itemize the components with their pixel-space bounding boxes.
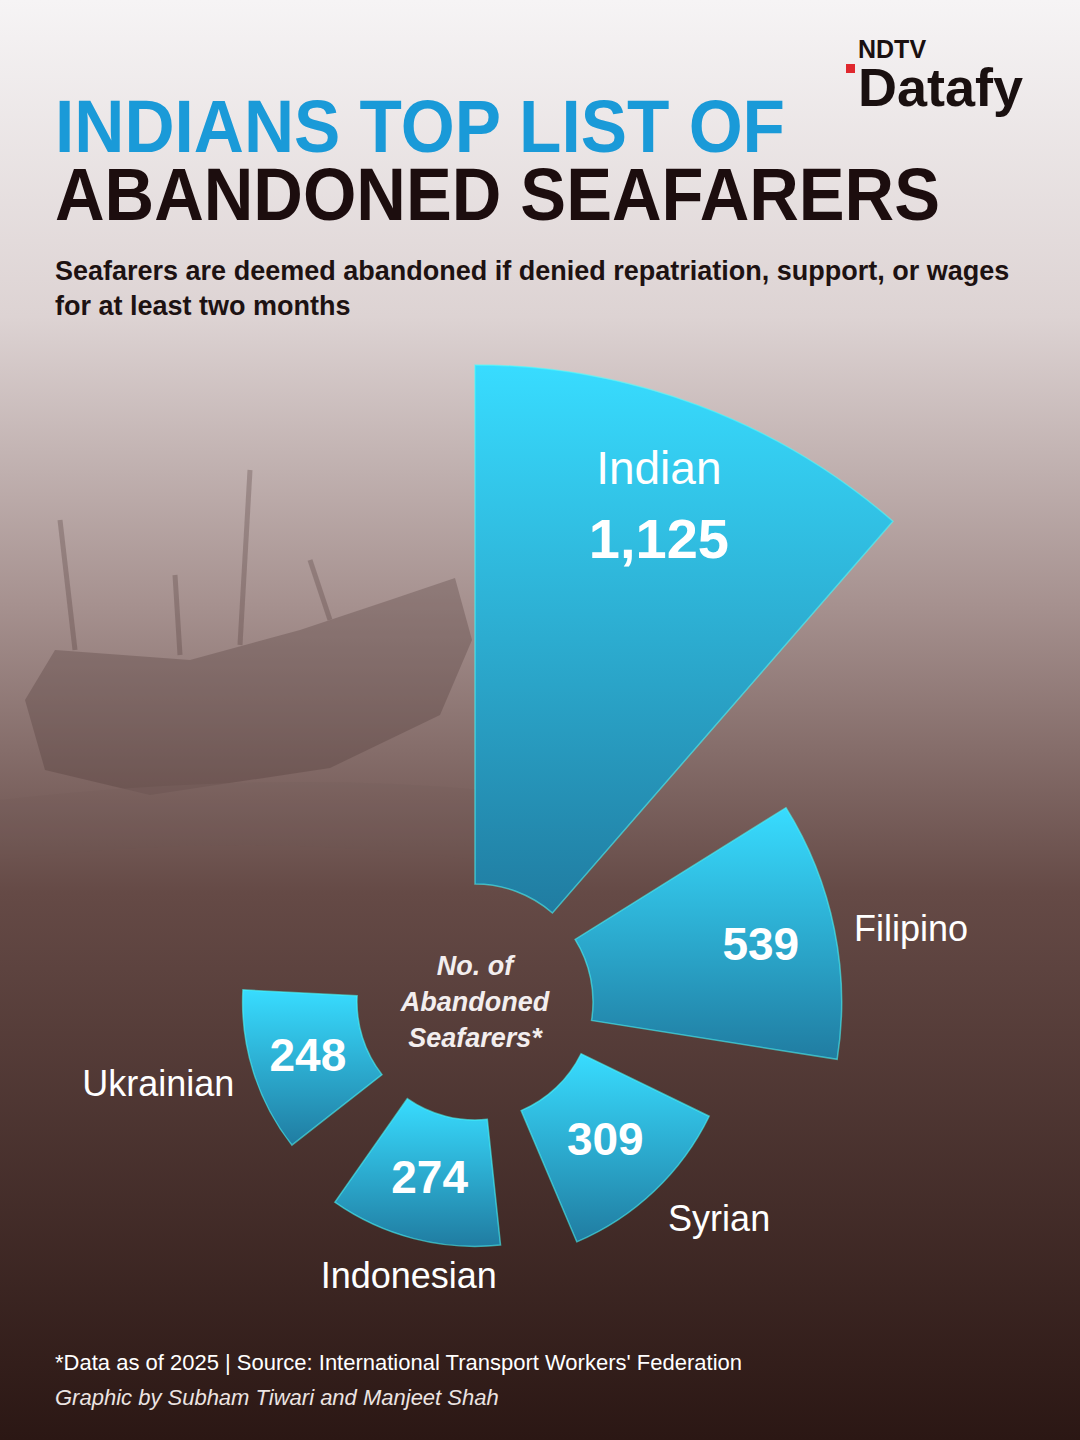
ship-mast [240,470,250,645]
brand-dot [846,64,855,73]
ship-mast [60,520,75,650]
footnote: *Data as of 2025 | Source: International… [55,1350,742,1375]
labels: Indian 1,125 539 Filipino 309 Syrian 274 Indone… [82,442,968,1296]
category-label: Indian [596,442,721,494]
subtitle-line: for at least two months [55,291,351,321]
subtitle: Seafarers are deemed abandoned if denied… [55,256,1009,321]
wedge [335,1099,501,1247]
wedge [243,990,382,1145]
value-label: 274 [391,1151,468,1203]
ship-water [0,782,480,860]
category-label: Indonesian [321,1255,497,1296]
subtitle-line: Seafarers are deemed abandoned if denied… [55,256,1009,286]
category-label: Syrian [668,1198,770,1239]
brand-bottom: Datafy [858,57,1023,117]
center-label-line: Seafarers* [408,1023,543,1053]
center-label-line: No. of [437,951,516,981]
ship-mast [175,575,180,655]
value-label: 309 [567,1113,644,1165]
wedge [575,808,842,1060]
center-label-line: Abandoned [400,987,550,1017]
credit: Graphic by Subham Tiwari and Manjeet Sha… [55,1385,499,1410]
value-label: 248 [270,1029,347,1081]
title-line: ABANDONED SEAFARERS [55,153,940,236]
center-label: No. of Abandoned Seafarers* [400,951,550,1053]
ship-silhouette [0,470,480,860]
category-label: Filipino [854,908,968,949]
ship-hull [25,578,472,795]
infographic: NDTVDatafyINDIANS TOP LIST OFABANDONED S… [0,0,1080,1440]
chart: Indian 1,125 539 Filipino 309 Syrian 274 Indone… [82,365,968,1296]
background [0,0,1080,1440]
wedges [243,365,893,1246]
value-label: 1,125 [589,507,729,570]
ship-mast [310,560,330,620]
value-label: 539 [722,918,799,970]
category-label: Ukrainian [82,1063,234,1104]
wedge [475,365,893,913]
